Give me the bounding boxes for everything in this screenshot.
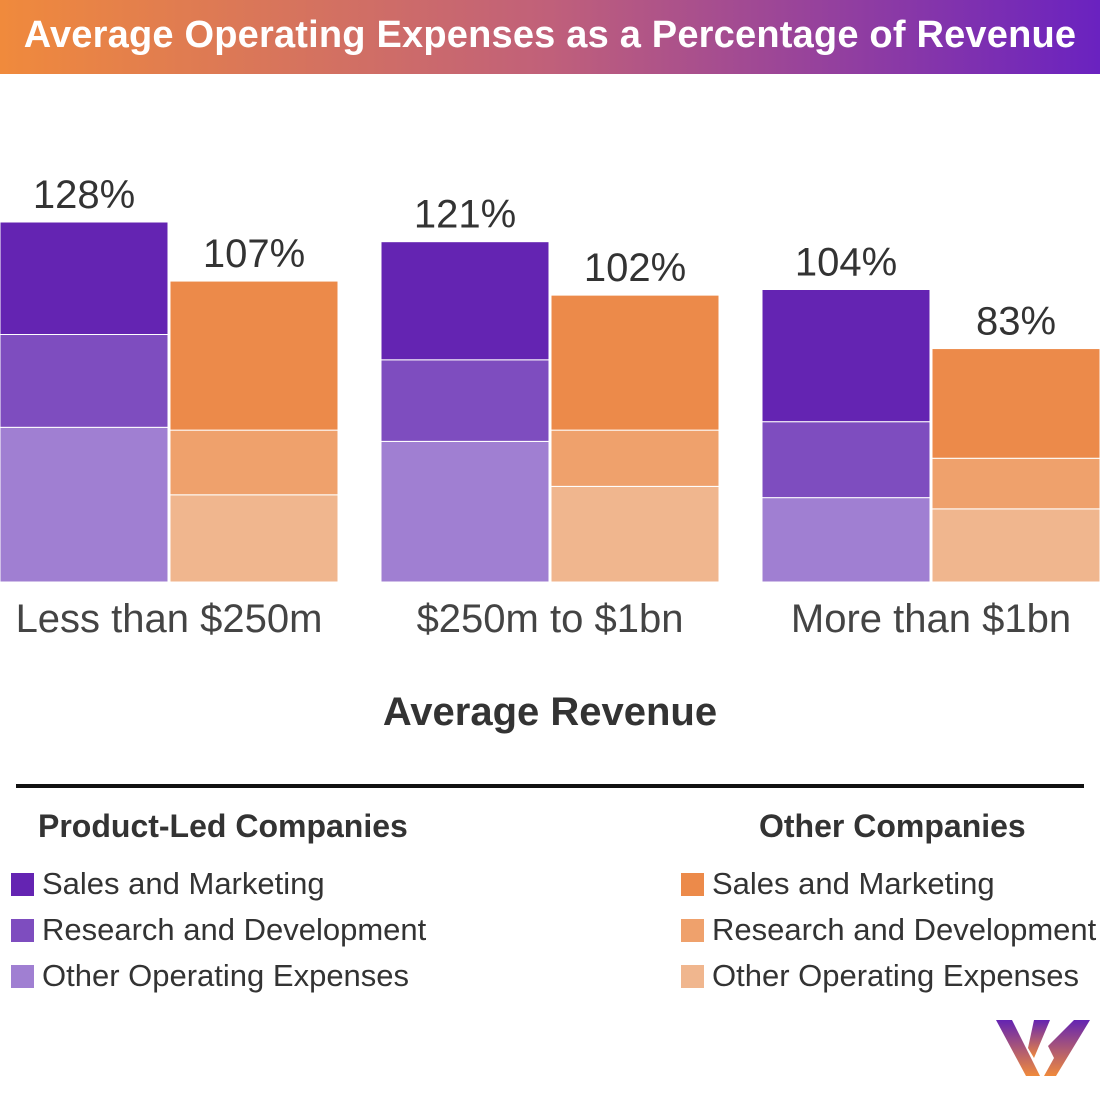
legend-label: Sales and Marketing <box>712 866 995 901</box>
title-banner: Average Operating Expenses as a Percenta… <box>0 0 1100 74</box>
legend-label: Research and Development <box>42 912 427 947</box>
legend-label: Research and Development <box>712 912 1097 947</box>
legend-item-other-rnd: Research and Development <box>681 912 1096 948</box>
bar-total-label: 128% <box>33 173 135 217</box>
bar-segment-other-operating-expenses <box>169 494 339 583</box>
bar-segment-research-and-development <box>931 457 1100 510</box>
legend-swatch <box>681 964 704 988</box>
bar-segment-other-operating-expenses <box>761 497 931 583</box>
bar-segment-other-operating-expenses <box>550 485 720 583</box>
legend-swatch <box>11 872 34 896</box>
x-tick-label: $250m to $1bn <box>417 597 684 641</box>
bar-segment-research-and-development <box>169 429 339 496</box>
x-axis-title: Average Revenue <box>382 690 718 734</box>
bar-segment-sales-and-marketing <box>380 241 550 361</box>
bar-segment-other-operating-expenses <box>0 426 169 583</box>
bar-total-label: 107% <box>203 232 305 276</box>
x-tick-label: More than $1bn <box>791 597 1071 641</box>
legend-heading-product-led: Product-Led Companies <box>38 808 408 844</box>
legend-item-other-other: Other Operating Expenses <box>681 958 1079 994</box>
legend-label: Other Operating Expenses <box>42 958 410 993</box>
legend-swatch <box>11 964 34 988</box>
bar-segment-other-operating-expenses <box>380 440 550 583</box>
bar-segment-research-and-development <box>550 429 720 487</box>
bar-total-label: 83% <box>976 300 1056 344</box>
w-logo-icon <box>996 1020 1090 1076</box>
bar-segment-sales-and-marketing <box>550 294 720 431</box>
legend-item-pl-rnd: Research and Development <box>11 912 426 948</box>
bar-segment-other-operating-expenses <box>931 508 1100 583</box>
legend-swatch <box>681 872 704 896</box>
bar-total-label: 121% <box>414 193 516 237</box>
bar-segment-sales-and-marketing <box>0 221 169 335</box>
bar-segment-sales-and-marketing <box>761 289 931 423</box>
legend-item-pl-sales: Sales and Marketing <box>11 866 325 902</box>
x-tick-label: Less than $250m <box>16 597 323 641</box>
bar-segment-research-and-development <box>761 421 931 499</box>
legend-swatch <box>681 918 704 942</box>
bar-segment-sales-and-marketing <box>931 348 1100 459</box>
legend-item-other-sales: Sales and Marketing <box>681 866 995 902</box>
legend-label: Sales and Marketing <box>42 866 325 901</box>
stacked-bar-chart: 128% 107% Less than $250m 121% 102% $250m to … <box>0 173 1100 641</box>
legend-swatch <box>11 918 34 942</box>
legend-divider <box>16 784 1084 788</box>
bar-segment-research-and-development <box>380 359 550 442</box>
legend-label: Other Operating Expenses <box>712 958 1080 993</box>
bar-segment-sales-and-marketing <box>169 280 339 431</box>
legend-heading-other: Other Companies <box>759 808 1026 844</box>
bar-total-label: 102% <box>584 246 686 290</box>
chart-title: Average Operating Expenses as a Percenta… <box>23 14 1077 56</box>
bar-segment-research-and-development <box>0 334 169 428</box>
legend-item-pl-other: Other Operating Expenses <box>11 958 409 994</box>
bar-total-label: 104% <box>795 241 897 285</box>
